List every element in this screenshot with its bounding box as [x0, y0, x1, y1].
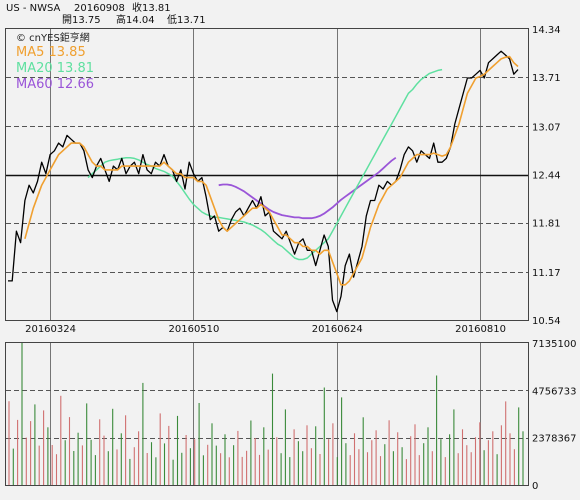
- low-label: 低13.71: [167, 13, 206, 26]
- price-y-tick-label: 11.81: [532, 219, 561, 230]
- volume-y-tick-label: 7135100: [532, 339, 577, 350]
- series-line-ma20: [87, 68, 443, 261]
- volume-bars-group: [8, 343, 524, 485]
- price-x-tick-labels: 20160324 20160510 20160624 20160810: [25, 324, 506, 335]
- legend-ma5: MA5 13.85: [16, 45, 86, 60]
- price-y-tick-label: 12.44: [532, 171, 561, 182]
- volume-y-tick-label: 4756733: [532, 386, 577, 397]
- series-line-ma60: [218, 156, 397, 220]
- price-y-tick-label: 11.17: [532, 268, 561, 279]
- price-y-tick-label: 13.07: [532, 122, 561, 133]
- volume-y-tick-labels: 7135100 4756733 2378367 0: [532, 339, 577, 492]
- source-label: © cnYES鉅亨網: [16, 31, 90, 44]
- price-x-tick-label: 20160324: [25, 324, 76, 335]
- open-label: 開13.75: [62, 14, 101, 26]
- symbol-label: US - NWSA: [6, 3, 61, 14]
- close-label: 收13.81: [132, 1, 171, 14]
- date-label: 20160908: [74, 3, 125, 14]
- volume-y-tick-label: 0: [532, 481, 538, 492]
- volume-y-tick-label: 2378367: [532, 434, 577, 445]
- price-y-tick-labels: 14.34 13.71 13.07 12.44 11.81 11.17 10.54: [532, 25, 561, 327]
- price-x-tick-label: 20160624: [312, 324, 363, 335]
- price-series-group: [8, 50, 519, 313]
- price-x-tick-label: 20160810: [455, 324, 506, 335]
- legend-ma20: MA20 13.81: [16, 61, 94, 76]
- price-y-tick-label: 13.71: [532, 73, 561, 84]
- high-label: 高14.04: [116, 13, 155, 26]
- price-y-tick-label: 10.54: [532, 316, 561, 327]
- price-y-tick-label: 14.34: [532, 25, 561, 36]
- series-line-ma5: [24, 55, 519, 286]
- price-x-tick-label: 20160510: [169, 324, 220, 335]
- legend-ma60: MA60 12.66: [16, 77, 94, 92]
